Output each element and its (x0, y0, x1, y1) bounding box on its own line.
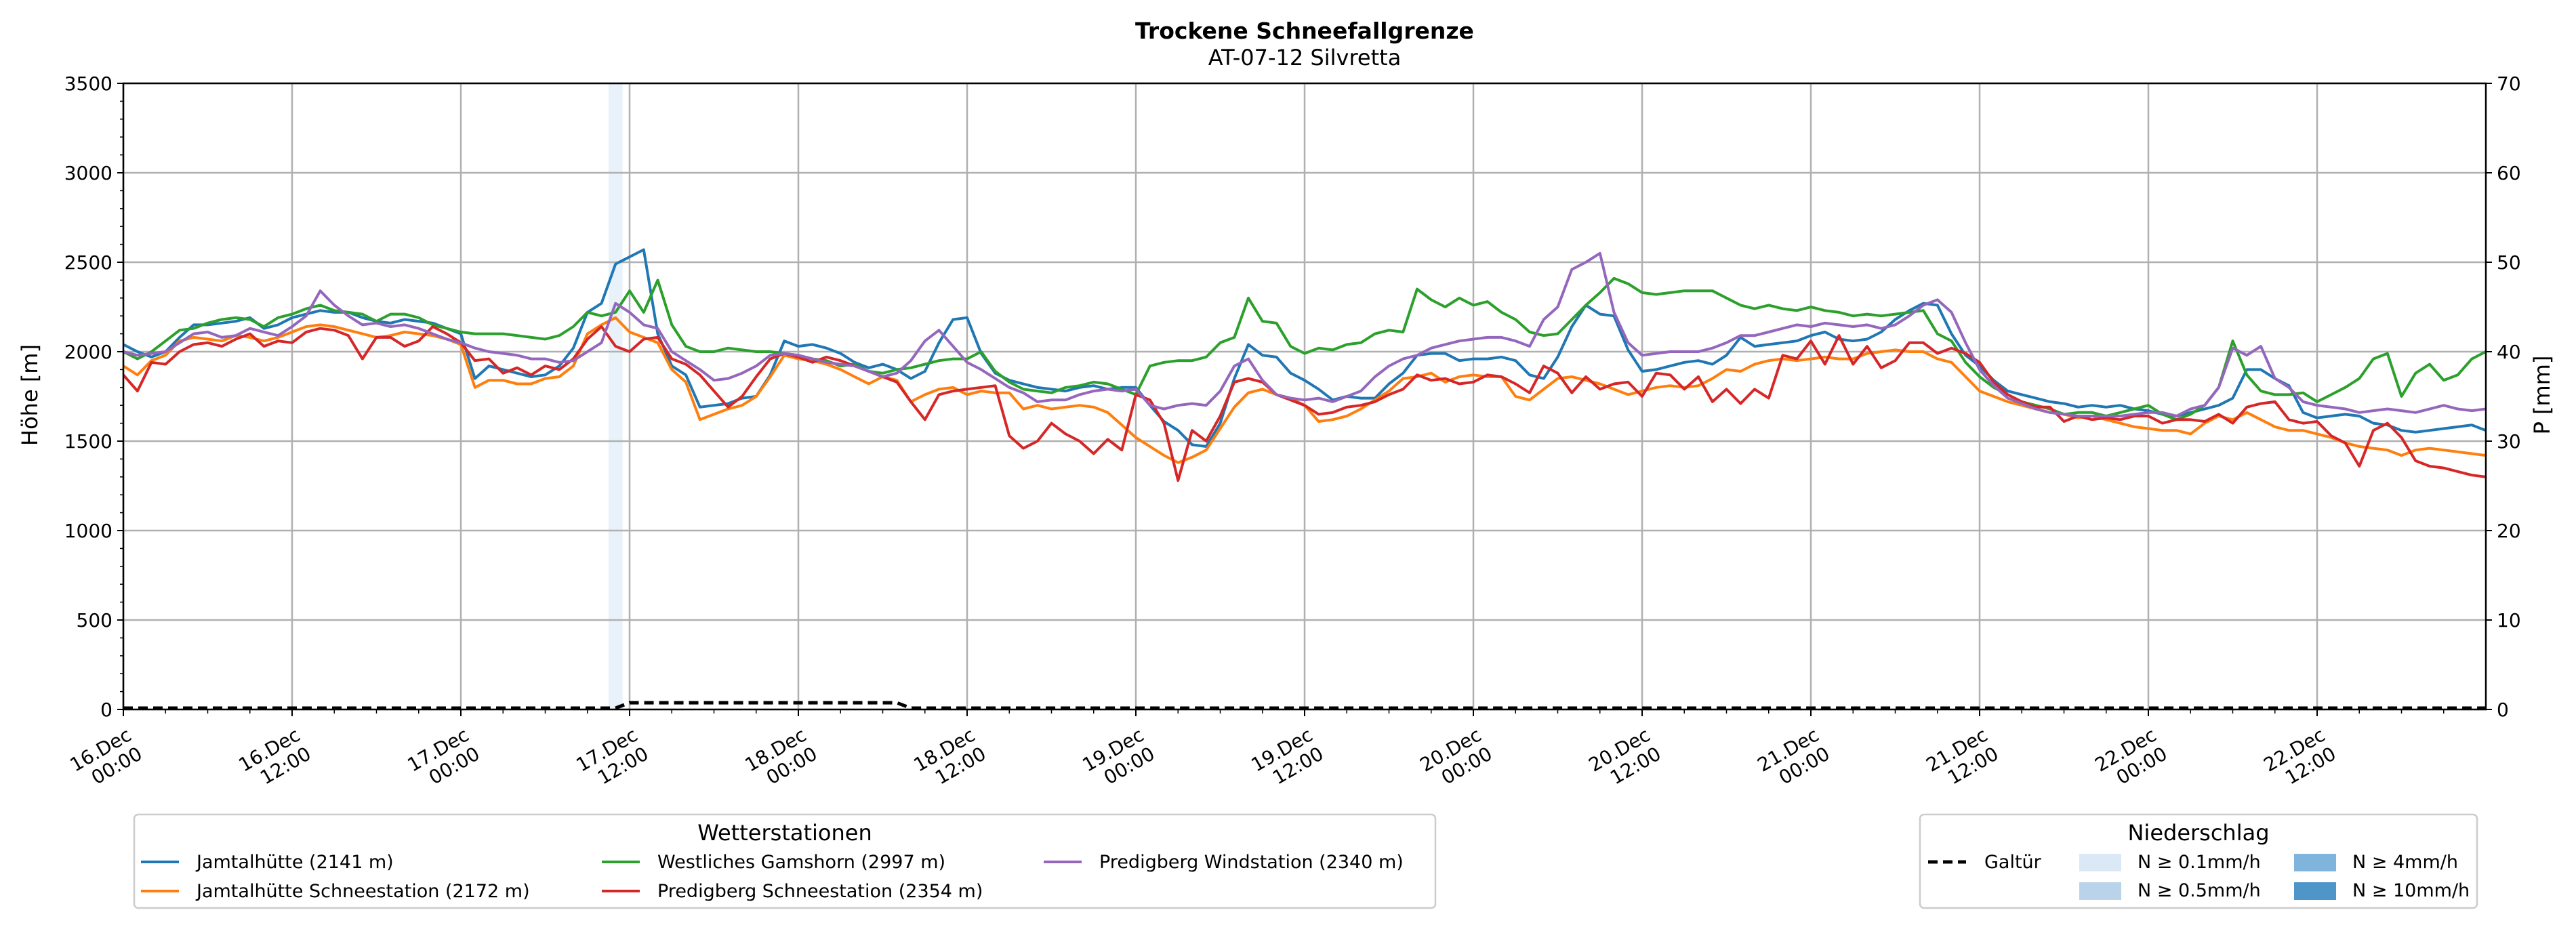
axes-layer: 0 0 500 10 1000 20 1500 30 2000 40 2500 50 3000 60 350… (64, 73, 2521, 789)
y-tick-label-left: 3500 (64, 73, 113, 95)
series-line (122, 325, 2487, 482)
legend-station-label: Jamtalhütte Schneestation (2172 m) (195, 881, 530, 902)
y-tick-label-left: 2000 (64, 341, 113, 363)
legend-station-label: Jamtalhütte (2141 m) (195, 852, 394, 873)
legend-precip: Niederschlag Galtür N ≥ 0.1mm/h N ≥ 4mm/h N … (1919, 813, 2478, 909)
y-tick-label-left: 3000 (64, 162, 113, 184)
legend-station-label: Predigberg Windstation (2340 m) (1099, 852, 1404, 873)
legend-precip-line-label: Galtür (1984, 852, 2042, 873)
y-tick-label-left: 1000 (64, 520, 113, 542)
legend-stations-frame (133, 813, 1437, 909)
legend-precip-swatch (2294, 854, 2336, 871)
series-line (123, 251, 2487, 417)
legend-precip-label: N ≥ 4mm/h (2352, 852, 2458, 873)
y-tick-label-left: 1500 (64, 430, 113, 453)
y-tick-label-right: 30 (2497, 430, 2521, 453)
legend-precip-title: Niederschlag (2127, 820, 2269, 846)
chart-subtitle: AT-07-12 Silvretta (1208, 45, 1402, 70)
y-tick-label-left: 0 (100, 699, 113, 721)
series-layer (122, 248, 2487, 710)
precip-band (608, 83, 623, 709)
series-line (123, 248, 2487, 448)
y-tick-label-left: 500 (77, 609, 113, 632)
y-tick-label-right: 70 (2497, 73, 2521, 95)
y-axis-label-left: Höhe [m] (17, 344, 43, 446)
legend-precip-label: N ≥ 10mm/h (2352, 880, 2470, 901)
legend-station-label: Westliches Gamshorn (2997 m) (657, 852, 945, 873)
legend-precip-swatch (2294, 882, 2336, 900)
grid-layer (122, 82, 2486, 711)
series-line (123, 276, 2487, 421)
y-tick-label-right: 10 (2497, 609, 2521, 632)
precip-line (123, 701, 2486, 710)
y-tick-label-right: 40 (2497, 341, 2521, 363)
y-tick-label-right: 0 (2497, 699, 2509, 721)
y-tick-label-right: 60 (2497, 162, 2521, 184)
y-axis-label-right: P [mm] (2529, 356, 2555, 435)
legend-stations: Wetterstationen Jamtalhütte (2141 m) Westl… (133, 813, 1437, 909)
plot-frame (122, 82, 2487, 711)
legend-stations-title: Wetterstationen (697, 820, 872, 846)
chart-title: Trockene Schneefallgrenze (1135, 18, 1474, 44)
y-tick-label-right: 20 (2497, 520, 2521, 542)
y-tick-label-left: 2500 (64, 251, 113, 274)
legend-precip-swatch (2079, 882, 2121, 900)
legend-precip-swatch (2079, 854, 2121, 871)
y-tick-label-right: 50 (2497, 251, 2521, 274)
legend-precip-label: N ≥ 0.1mm/h (2138, 852, 2261, 873)
precip-band-layer (608, 83, 623, 709)
legend-precip-frame (1919, 813, 2478, 909)
legend-station-label: Predigberg Schneestation (2354 m) (657, 881, 983, 902)
legend-precip-label: N ≥ 0.5mm/h (2138, 880, 2261, 901)
